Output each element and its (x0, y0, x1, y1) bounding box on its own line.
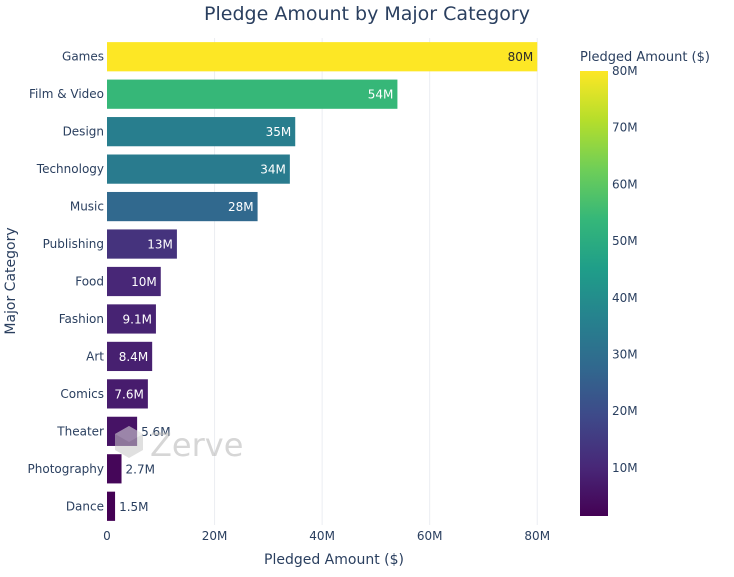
bar-value-label: 1.5M (119, 500, 148, 514)
x-axis-title: Pledged Amount ($) (264, 552, 404, 568)
y-tick-label: Film & Video (29, 87, 104, 101)
colorbar-tick-label: 30M (612, 347, 638, 361)
bar[interactable] (107, 491, 116, 521)
y-tick-label: Fashion (59, 312, 104, 326)
x-tick-label: 80M (524, 529, 550, 543)
colorbar-tick-label: 40M (612, 291, 638, 305)
bar[interactable] (107, 154, 290, 184)
bar[interactable] (107, 79, 398, 109)
bar[interactable] (107, 341, 153, 372)
colorbar-ticks: 10M 20M 30M 40M 50M 60M 70M 80M (612, 64, 638, 475)
y-tick-label: Publishing (43, 237, 104, 251)
colorbar-tick-label: 20M (612, 404, 638, 418)
colorbar-title: Pledged Amount ($) (580, 50, 710, 65)
watermark: Zerve (115, 426, 243, 464)
bar-value-label: 13M (147, 238, 173, 252)
bar-value-label: 9.1M (123, 312, 152, 326)
bar-value-label: 10M (131, 275, 157, 289)
bar-value-label: 34M (260, 163, 286, 177)
bar[interactable] (107, 191, 258, 222)
x-tick-label: 20M (202, 529, 228, 543)
y-axis-ticks: Games Film & Video Design Technology Music Pu… (28, 50, 105, 514)
zerve-logo-icon (115, 426, 143, 458)
y-tick-label: Art (86, 349, 104, 363)
y-tick-label: Design (63, 125, 104, 139)
y-tick-label: Music (70, 200, 104, 214)
colorbar-tick-label: 10M (612, 461, 638, 475)
colorbar-tick-label: 50M (612, 234, 638, 248)
bar[interactable] (107, 42, 538, 72)
x-tick-label: 40M (309, 529, 335, 543)
y-tick-label: Games (62, 50, 104, 64)
y-tick-label: Comics (60, 387, 104, 401)
y-tick-label: Theater (56, 424, 104, 438)
bar-value-label: 7.6M (114, 387, 143, 401)
colorbar-tick-label: 60M (612, 177, 638, 191)
y-tick-label: Food (75, 275, 104, 289)
bar[interactable] (107, 117, 296, 147)
bar[interactable] (107, 304, 156, 334)
y-tick-label: Photography (28, 462, 104, 476)
bar[interactable] (107, 266, 161, 297)
x-tick-label: 0 (103, 529, 111, 543)
x-axis-ticks: 0 20M 40M 60M 80M (103, 529, 550, 543)
y-tick-label: Technology (36, 162, 104, 176)
bar-value-label: 35M (266, 125, 292, 139)
bar[interactable] (107, 229, 177, 259)
bars: 80M 54M 35M 34M 28M 13M 10M 9.1M 8.4M 7.6M 5.6M 2.7… (107, 42, 538, 521)
x-tick-label: 60M (417, 529, 443, 543)
bar[interactable] (107, 379, 148, 409)
colorbar-tick-label: 80M (612, 64, 638, 78)
colorbar-tick-label: 70M (612, 121, 638, 135)
y-tick-label: Dance (66, 499, 104, 513)
bar-value-label: 2.7M (126, 462, 155, 476)
colorbar (580, 71, 608, 516)
chart-title: Pledge Amount by Major Category (204, 3, 530, 25)
bar-value-label: 54M (368, 88, 394, 102)
bar-value-label: 8.4M (119, 350, 148, 364)
y-axis-title: Major Category (3, 227, 19, 334)
bar[interactable] (107, 454, 122, 484)
bar-value-label: 28M (228, 200, 254, 214)
bar-value-label: 5.6M (141, 425, 170, 439)
watermark-text: Zerve (150, 426, 243, 464)
gridlines (214, 38, 538, 525)
bar-value-label: 80M (508, 50, 534, 64)
